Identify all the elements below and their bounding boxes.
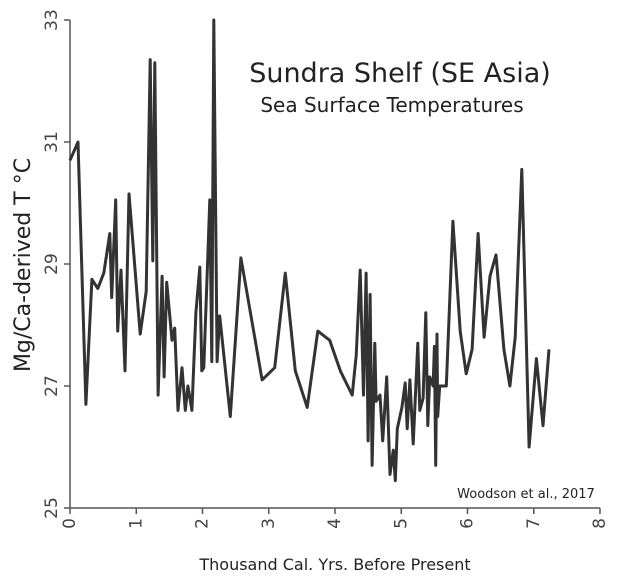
y-tick-label: 33: [42, 9, 62, 31]
x-tick-label: 2: [193, 518, 213, 529]
x-tick-label: 6: [458, 518, 478, 529]
y-tick-label: 27: [42, 375, 62, 397]
data-line: [68, 18, 551, 483]
y-axis-label: Mg/Ca-derived T °C: [11, 158, 36, 372]
y-tick-label: 25: [42, 497, 62, 519]
annotation: Woodson et al., 2017: [457, 487, 595, 502]
chart-subtitle: Sea Surface Temperatures: [260, 93, 523, 117]
x-tick-label: 0: [60, 518, 80, 529]
x-tick-label: 3: [259, 518, 279, 529]
x-tick-label: 1: [126, 518, 146, 529]
x-tick-label: 5: [391, 518, 411, 529]
y-tick-label: 29: [42, 253, 62, 275]
x-tick-label: 4: [325, 518, 345, 529]
chart-title: Sundra Shelf (SE Asia): [249, 58, 551, 89]
x-tick-label: 8: [590, 518, 610, 529]
x-tick-label: 7: [524, 518, 544, 529]
y-tick-label: 31: [42, 131, 62, 153]
x-axis-label: Thousand Cal. Yrs. Before Present: [198, 555, 470, 574]
